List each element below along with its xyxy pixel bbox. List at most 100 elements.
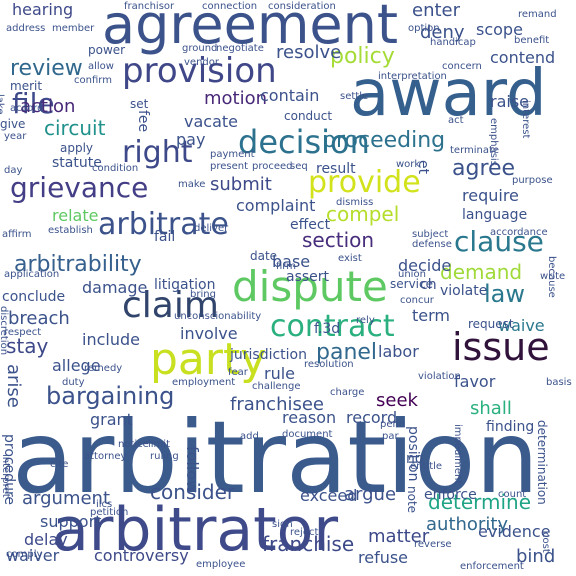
word-year: year	[4, 131, 27, 142]
word-unconscionability: unconscionability	[174, 311, 262, 322]
word-arbitrate: arbitrate	[98, 207, 229, 242]
word-challenge: challenge	[252, 381, 301, 392]
word-include: include	[82, 330, 140, 349]
word-give: give	[0, 117, 26, 131]
word-merit: merit	[10, 79, 43, 93]
word-interest: interest	[520, 100, 531, 139]
word-concern: concern	[442, 61, 482, 72]
word-jurisdiction: jurisdiction	[230, 347, 307, 363]
word-fear: fear	[228, 367, 248, 378]
word-demand: demand	[440, 260, 523, 284]
word-handicap: handicap	[430, 37, 476, 48]
word-bind: bind	[516, 546, 556, 567]
word-power: power	[88, 43, 126, 57]
word-shall: shall	[470, 398, 512, 419]
word-ground: ground	[182, 43, 218, 54]
word-f-3d: f.3d	[314, 321, 341, 337]
word-impediment: impediment	[452, 424, 463, 485]
word-violate: violate	[440, 283, 488, 299]
word-reverse: reverse	[414, 539, 452, 550]
word-exist: exist	[338, 253, 362, 264]
word-condition: condition	[92, 163, 139, 174]
word-charge: charge	[330, 387, 365, 398]
word-award: award	[350, 57, 547, 131]
word-bring: bring	[190, 289, 216, 300]
word-involve: involve	[180, 324, 238, 343]
word-apply: apply	[60, 141, 94, 155]
word-set: set	[130, 97, 149, 111]
word-connection: connection	[202, 1, 258, 12]
word-violation: violation	[418, 371, 461, 382]
word-action: action	[20, 96, 76, 117]
word-stay: stay	[6, 334, 49, 358]
word-consider: consider	[150, 480, 236, 504]
word-note: note	[405, 486, 419, 514]
word-proceed: proceed	[252, 161, 293, 172]
word-finding: finding	[486, 419, 535, 435]
word-franchisee: franchisee	[230, 394, 325, 415]
word-defense: defense	[412, 239, 452, 250]
word-proceeding: proceeding	[322, 128, 446, 153]
word-waiver: waiver	[6, 546, 60, 565]
word-panel: panel	[316, 340, 378, 365]
word-evidence: evidence	[478, 522, 551, 541]
word-limit: limit	[148, 439, 170, 450]
word-decision: decision	[238, 123, 370, 161]
word-write: write	[540, 271, 566, 282]
word-contend: contend	[490, 48, 556, 67]
word-application: application	[4, 269, 60, 280]
word-seq: seq	[290, 161, 308, 172]
word-damage: damage	[82, 278, 148, 297]
word-firm: firm	[276, 261, 296, 272]
word-fee: fee	[135, 110, 151, 133]
word-support: support	[40, 512, 102, 531]
word-subject: subject	[412, 229, 449, 240]
word-present: present	[210, 161, 249, 172]
word-date: date	[250, 249, 278, 263]
word-document: document	[282, 429, 333, 440]
word-vendor: vendor	[184, 57, 219, 68]
word-benefit: benefit	[514, 35, 550, 46]
word-law: law	[484, 280, 526, 308]
word-franchise: franchise	[262, 532, 355, 556]
word-request: request	[468, 317, 514, 331]
word-ilcs: ilcs	[96, 499, 113, 510]
word-argument: argument	[22, 488, 111, 509]
word-resolution: resolution	[304, 359, 354, 370]
word-interpret: interpret	[0, 454, 11, 498]
word-compel: compel	[326, 202, 400, 226]
word-franchisor: franchisor	[124, 1, 175, 12]
word-raise: raise	[490, 92, 530, 111]
word-bargaining: bargaining	[46, 382, 175, 410]
word-issue: issue	[452, 325, 550, 369]
word-enter: enter	[412, 0, 461, 21]
word-claim: claim	[122, 285, 219, 326]
word-provide: provide	[308, 165, 421, 200]
word-authority: authority	[426, 514, 509, 535]
word-arbitration: arbitration	[12, 399, 539, 516]
word-dispute: dispute	[232, 262, 388, 311]
word-accord: accord	[10, 103, 44, 114]
word-refuse: refuse	[358, 548, 409, 567]
word-lake: lake	[0, 94, 5, 115]
word-language: language	[462, 207, 528, 223]
word-sign: sign	[272, 519, 293, 530]
word-party: party	[150, 334, 267, 385]
word-arbitrator: arbitrator	[52, 495, 339, 565]
word-assert: assert	[286, 269, 330, 285]
word-record: record	[346, 408, 398, 427]
word-deny: deny	[420, 22, 465, 43]
word-complaint: complaint	[236, 196, 316, 215]
word-member: member	[52, 23, 95, 34]
word-result: result	[316, 161, 356, 177]
word-favor: favor	[454, 372, 496, 391]
word-determine: determine	[428, 490, 532, 514]
word-arise: arise	[3, 364, 24, 408]
word-pend: pend	[380, 419, 406, 430]
word-comply: comply	[6, 549, 43, 560]
word-agree: agree	[452, 156, 516, 181]
word-file: file	[12, 87, 55, 120]
word-ruling: ruling	[150, 451, 179, 462]
word-notice: notice	[118, 439, 149, 450]
word-hearing: hearing	[12, 0, 74, 19]
